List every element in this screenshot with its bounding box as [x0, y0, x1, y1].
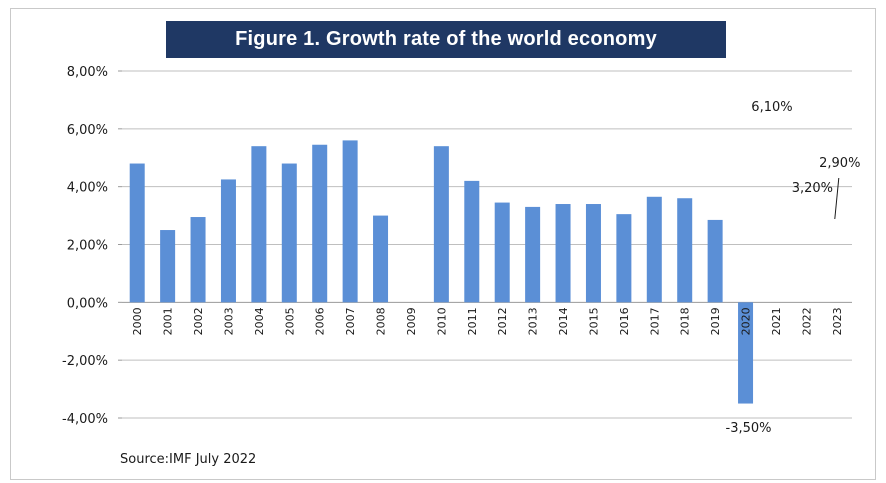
- x-tick-label: 2002: [192, 307, 205, 335]
- bar-2013: [525, 206, 541, 303]
- x-tick-label: 2004: [253, 307, 266, 335]
- data-label-2021: 6,10%: [751, 100, 792, 115]
- gridlines: [118, 70, 852, 419]
- bar-2012: [494, 202, 510, 303]
- y-tick-label: 0,00%: [67, 296, 108, 311]
- bar-2017: [646, 196, 662, 303]
- data-label-2023: 2,90%: [819, 156, 860, 171]
- y-tick-label: 4,00%: [67, 181, 108, 196]
- x-tick-label: 2008: [375, 307, 388, 335]
- bar-2016: [616, 214, 632, 303]
- x-tick-label: 2016: [618, 307, 631, 335]
- data-label-2022: 3,20%: [792, 181, 833, 196]
- data-label-2020: -3,50%: [726, 421, 772, 436]
- bar-2008: [373, 215, 389, 303]
- bar-2010: [433, 146, 449, 303]
- bar-2018: [677, 198, 693, 303]
- source-note: Source:IMF July 2022: [120, 452, 257, 467]
- x-tick-label: 2005: [283, 307, 296, 335]
- bar-2014: [555, 204, 571, 303]
- bar-2020: [738, 302, 754, 404]
- y-tick-label: -4,00%: [62, 412, 108, 427]
- bar-2004: [251, 146, 267, 303]
- x-tick-label: 2007: [344, 307, 357, 335]
- x-tick-label: 2011: [466, 307, 479, 335]
- y-tick-label: 6,00%: [67, 123, 108, 138]
- x-tick-label: 2022: [800, 307, 813, 335]
- bar-2019: [707, 219, 723, 303]
- bar-2015: [585, 204, 601, 303]
- x-tick-label: 2017: [648, 307, 661, 335]
- x-tick-label: 2012: [496, 307, 509, 335]
- bar-2006: [312, 144, 328, 303]
- data-labels: 6,10% 3,20% 2,90% -3,50%: [726, 100, 861, 436]
- y-tick-label: 8,00%: [67, 65, 108, 80]
- y-tick-label: -2,00%: [62, 354, 108, 369]
- bar-2000: [129, 163, 145, 303]
- y-tick-label: 2,00%: [67, 239, 108, 254]
- x-tick-label: 2021: [770, 307, 783, 335]
- x-tick-label: 2023: [831, 307, 844, 335]
- x-tick-label: 2013: [527, 307, 540, 335]
- x-tick-label: 2006: [314, 307, 327, 335]
- chart-title: Figure 1. Growth rate of the world econo…: [166, 21, 726, 58]
- chart-frame: [10, 8, 876, 480]
- x-tick-label: 2018: [679, 307, 692, 335]
- bar-2011: [464, 180, 480, 303]
- x-tick-label: 2003: [222, 307, 235, 335]
- bar-2007: [342, 140, 358, 303]
- bar-2001: [160, 230, 176, 303]
- x-axis-tick-labels: 2000 2001 2002 2003 2004 2005 2006 2007 2008 2009…: [131, 307, 844, 335]
- x-tick-label: 2015: [587, 307, 600, 335]
- bar-2002: [190, 217, 206, 303]
- x-tick-label: 2001: [162, 307, 175, 335]
- x-tick-label: 2019: [709, 307, 722, 335]
- x-tick-label: 2020: [740, 307, 753, 335]
- label-leader-line: [834, 177, 840, 220]
- y-axis-tick-labels: 8,00% 6,00% 4,00% 2,00% 0,00% -2,00% -4,00%: [62, 65, 108, 427]
- bar-2003: [220, 179, 236, 303]
- bar-2005: [281, 163, 297, 303]
- x-tick-label: 2010: [435, 307, 448, 335]
- x-tick-label: 2009: [405, 307, 418, 335]
- x-tick-label: 2014: [557, 307, 570, 335]
- x-tick-label: 2000: [131, 307, 144, 335]
- bars: [129, 140, 754, 404]
